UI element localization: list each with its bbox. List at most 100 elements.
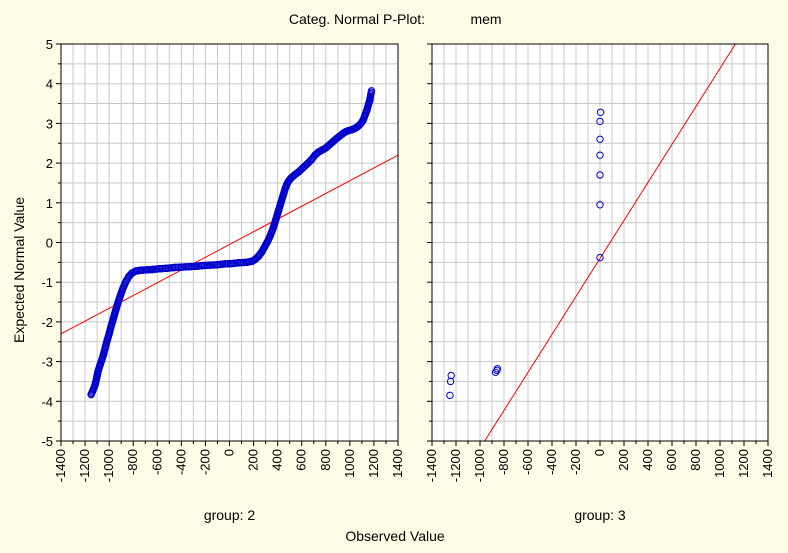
y-tick-label: -5 (41, 434, 53, 449)
data-point (235, 259, 243, 267)
data-point (87, 390, 95, 399)
x-tick-label: 200 (616, 449, 631, 471)
data-point (131, 267, 140, 275)
data-point (96, 361, 104, 369)
data-point (114, 298, 122, 306)
panel-2: -1400 -1200 -1000 -800 -600 -400 -200 0 200 400 60… (424, 43, 775, 523)
x-tick-label: -1400 (53, 449, 68, 482)
plot-content (61, 87, 398, 399)
data-point (199, 261, 207, 270)
y-tick-label: 2 (46, 156, 53, 171)
data-point (596, 201, 604, 209)
data-point (596, 253, 604, 262)
x-tick-label: 1400 (390, 449, 405, 478)
data-point (213, 261, 222, 269)
data-point (206, 261, 214, 269)
data-point (491, 368, 500, 377)
data-point (274, 207, 282, 216)
group-label: group: 3 (574, 507, 626, 523)
y-tick-label: -1 (41, 275, 53, 290)
data-point (91, 382, 99, 390)
data-point (228, 259, 236, 268)
y-tick-label: 0 (46, 236, 53, 251)
data-point (596, 117, 604, 126)
data-point (119, 284, 127, 292)
data-point (92, 377, 100, 386)
x-tick-label: -1200 (77, 449, 92, 482)
data-point (112, 306, 120, 314)
y-tick-label: -2 (41, 315, 53, 330)
panel-1: -1400 -1200 -1000 -800 -600 -400 -200 0 200 400 60… (41, 37, 405, 523)
data-point (170, 263, 178, 272)
y-tick-label: -4 (41, 394, 53, 409)
data-point (596, 135, 604, 143)
x-axis-label: Observed Value (345, 528, 445, 544)
x-tick-label: 0 (222, 449, 237, 456)
data-point (367, 87, 376, 95)
y-tick-label: 5 (46, 37, 53, 52)
x-tick-label: -800 (496, 449, 511, 475)
x-tick-label: -1000 (472, 449, 487, 482)
data-point (314, 148, 323, 156)
x-tick-label: -1000 (101, 449, 116, 482)
data-point (128, 269, 136, 277)
data-point (359, 116, 367, 124)
data-point (100, 349, 108, 358)
x-tick-label: -400 (544, 449, 559, 475)
x-tick-label: -200 (568, 449, 583, 475)
x-tick-label: 800 (318, 449, 333, 471)
x-tick-label: -1200 (448, 449, 463, 482)
plot-content (446, 44, 736, 441)
y-tick-label: -3 (41, 355, 53, 370)
data-point (303, 160, 311, 168)
data-point (93, 372, 101, 380)
x-tick-label: 1000 (342, 449, 357, 478)
fit-line (484, 44, 736, 441)
x-tick-label: 600 (664, 449, 679, 471)
data-point (596, 108, 605, 116)
x-tick-label: -400 (173, 449, 188, 475)
x-tick-label: 0 (592, 449, 607, 456)
y-tick-label: 1 (46, 196, 53, 211)
x-tick-label: 1000 (712, 449, 727, 478)
data-point (101, 342, 110, 351)
data-point (276, 199, 285, 208)
x-tick-label: -600 (520, 449, 535, 475)
x-tick-label: -200 (197, 449, 212, 475)
data-point (192, 262, 200, 271)
x-tick-label: 1400 (760, 449, 775, 478)
data-point (361, 111, 369, 120)
x-tick-label: 1200 (366, 449, 381, 478)
data-point (177, 263, 186, 271)
data-point (307, 156, 316, 164)
x-tick-label: -1400 (424, 449, 439, 482)
group-label: group: 2 (204, 507, 256, 523)
data-point (318, 146, 326, 154)
data-point (184, 263, 193, 271)
panels: -1400 -1200 -1000 -800 -600 -400 -200 0 200 400 60… (41, 37, 775, 523)
y-tick-label: 4 (46, 77, 53, 92)
data-point (269, 223, 278, 232)
data-point (266, 231, 275, 240)
data-point (116, 291, 125, 299)
data-point (596, 151, 604, 159)
y-axis-label: Expected Normal Value (11, 197, 27, 343)
x-tick-label: -800 (125, 449, 140, 475)
x-tick-label: 200 (246, 449, 261, 471)
x-tick-label: 600 (294, 449, 309, 471)
data-point (272, 215, 280, 224)
data-point (366, 96, 374, 105)
data-point (295, 168, 303, 176)
y-tick-label: 3 (46, 116, 53, 131)
data-point (260, 243, 269, 251)
variable-name: mem (470, 11, 501, 27)
data-point (596, 171, 604, 179)
x-tick-label: 400 (270, 449, 285, 471)
data-point (299, 164, 307, 172)
x-tick-label: 400 (640, 449, 655, 471)
data-point (493, 365, 502, 373)
data-point (105, 330, 113, 338)
data-point (155, 265, 164, 273)
x-tick-label: 800 (688, 449, 703, 471)
